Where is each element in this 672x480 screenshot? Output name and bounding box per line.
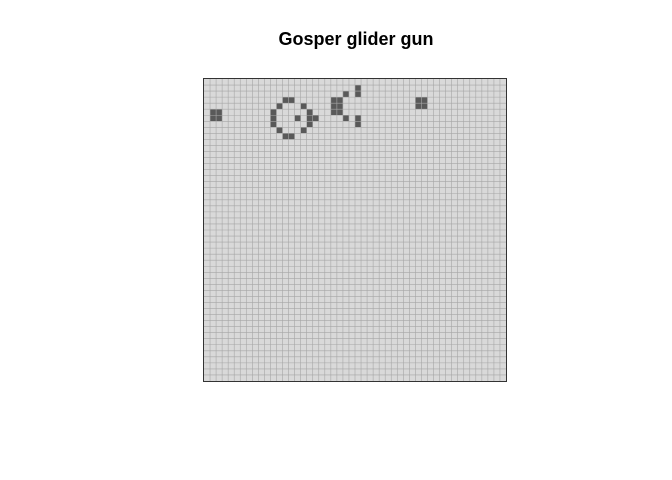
live-cell[interactable] xyxy=(343,115,349,121)
live-cell[interactable] xyxy=(355,85,361,91)
life-grid[interactable] xyxy=(204,79,506,381)
game-title: Gosper glider gun xyxy=(0,29,672,50)
live-cell[interactable] xyxy=(289,97,295,103)
live-cell[interactable] xyxy=(415,103,421,109)
live-cell[interactable] xyxy=(295,115,301,121)
live-cell[interactable] xyxy=(355,115,361,121)
live-cell[interactable] xyxy=(283,133,289,139)
live-cell[interactable] xyxy=(210,109,216,115)
live-cell[interactable] xyxy=(307,109,313,115)
live-cell[interactable] xyxy=(210,115,216,121)
live-cell[interactable] xyxy=(343,91,349,97)
live-cell[interactable] xyxy=(270,109,276,115)
live-cell[interactable] xyxy=(289,133,295,139)
live-cell[interactable] xyxy=(216,115,222,121)
live-cell[interactable] xyxy=(337,109,343,115)
live-cell[interactable] xyxy=(355,121,361,127)
life-board[interactable] xyxy=(203,78,507,382)
live-cell[interactable] xyxy=(421,103,427,109)
live-cell[interactable] xyxy=(216,109,222,115)
live-cell[interactable] xyxy=(276,103,282,109)
live-cell[interactable] xyxy=(301,127,307,133)
live-cell[interactable] xyxy=(331,103,337,109)
live-cell[interactable] xyxy=(355,91,361,97)
live-cell[interactable] xyxy=(313,115,319,121)
live-cell[interactable] xyxy=(415,97,421,103)
live-cell[interactable] xyxy=(331,109,337,115)
live-cell[interactable] xyxy=(337,97,343,103)
live-cell[interactable] xyxy=(307,115,313,121)
live-cell[interactable] xyxy=(421,97,427,103)
live-cell[interactable] xyxy=(337,103,343,109)
live-cell[interactable] xyxy=(270,115,276,121)
live-cell[interactable] xyxy=(283,97,289,103)
live-cell[interactable] xyxy=(276,127,282,133)
live-cell[interactable] xyxy=(307,121,313,127)
live-cell[interactable] xyxy=(270,121,276,127)
live-cell[interactable] xyxy=(331,97,337,103)
live-cell[interactable] xyxy=(301,103,307,109)
